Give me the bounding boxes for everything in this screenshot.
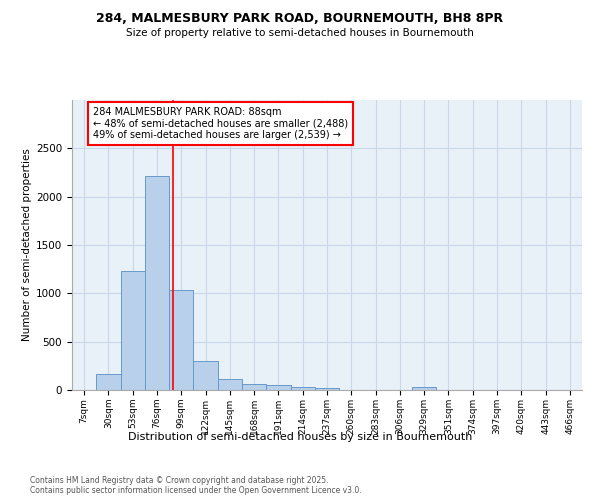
Text: Distribution of semi-detached houses by size in Bournemouth: Distribution of semi-detached houses by … [128, 432, 472, 442]
Bar [266, 384, 290, 390]
Text: Size of property relative to semi-detached houses in Bournemouth: Size of property relative to semi-detach… [126, 28, 474, 38]
Bar [193, 362, 218, 390]
Bar [218, 379, 242, 390]
Bar [169, 290, 193, 390]
Bar [412, 387, 436, 390]
Text: 284 MALMESBURY PARK ROAD: 88sqm
← 48% of semi-detached houses are smaller (2,488: 284 MALMESBURY PARK ROAD: 88sqm ← 48% of… [92, 107, 348, 140]
Bar [121, 271, 145, 390]
Bar [315, 388, 339, 390]
Text: 284, MALMESBURY PARK ROAD, BOURNEMOUTH, BH8 8PR: 284, MALMESBURY PARK ROAD, BOURNEMOUTH, … [97, 12, 503, 26]
Y-axis label: Number of semi-detached properties: Number of semi-detached properties [22, 148, 32, 342]
Bar [96, 374, 121, 390]
Bar [290, 387, 315, 390]
Text: Contains HM Land Registry data © Crown copyright and database right 2025.
Contai: Contains HM Land Registry data © Crown c… [30, 476, 362, 495]
Bar [242, 384, 266, 390]
Bar [145, 176, 169, 390]
